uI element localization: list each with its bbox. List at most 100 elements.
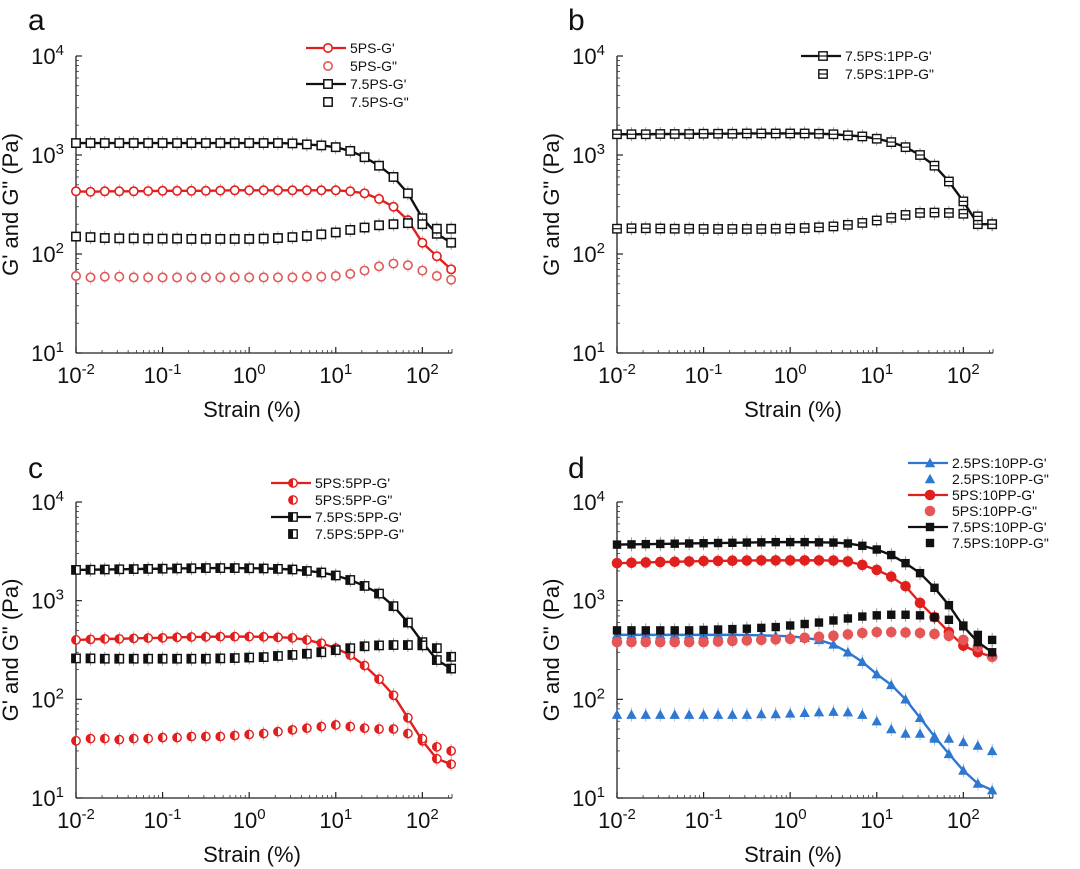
data-point — [699, 539, 708, 548]
data-point — [359, 188, 370, 199]
data-point — [757, 538, 766, 547]
data-point — [655, 709, 666, 719]
series-7.5ps-1pp-g — [612, 126, 998, 232]
legend-label: 7.5PS:5PP-G' — [315, 509, 402, 525]
data-point — [229, 272, 240, 283]
data-point — [446, 237, 457, 248]
data-point — [157, 272, 168, 283]
legend-label: 5PS:5PP-G" — [315, 492, 392, 508]
data-point — [771, 537, 780, 547]
data-point — [417, 640, 428, 651]
data-point — [258, 272, 269, 283]
data-point — [842, 629, 854, 640]
data-point — [655, 223, 666, 234]
y-axis-label: G' and G" (Pa) — [539, 133, 564, 276]
legend-item: 5PS:10PP-G' — [908, 487, 1035, 503]
data-point — [301, 271, 312, 282]
data-point — [698, 636, 709, 648]
data-point — [186, 632, 197, 642]
data-point — [871, 668, 882, 679]
data-point — [785, 128, 796, 139]
data-point — [627, 626, 636, 635]
data-point — [728, 624, 737, 634]
data-point — [669, 129, 680, 139]
data-point — [359, 660, 370, 671]
panel-label: a — [28, 4, 45, 37]
data-point — [727, 709, 738, 719]
series-7.5ps-5pp-g — [71, 561, 457, 676]
data-point — [843, 614, 853, 623]
data-point — [403, 728, 413, 739]
data-point — [914, 597, 926, 609]
data-point — [741, 224, 752, 234]
data-point — [669, 223, 680, 234]
y-tick-label: 103 — [31, 141, 64, 168]
data-point — [258, 631, 269, 642]
data-point — [431, 223, 442, 234]
legend-label: 5PS:10PP-G' — [952, 487, 1035, 503]
data-point — [987, 635, 997, 645]
data-point — [244, 233, 255, 244]
data-point — [683, 709, 695, 719]
legend-item: 7.5PS:1PP-G' — [801, 48, 932, 64]
data-point — [157, 732, 168, 743]
data-point — [229, 631, 240, 642]
series-7.5ps-g — [71, 216, 457, 246]
data-point — [316, 271, 327, 282]
data-point — [200, 138, 211, 149]
series-7.5ps-g — [71, 136, 457, 250]
data-point — [374, 588, 384, 599]
data-point — [727, 128, 738, 139]
data-point — [330, 270, 341, 281]
data-point — [258, 138, 269, 149]
legend-item: 7.5PS:5PP-G" — [288, 526, 404, 542]
data-point — [71, 653, 81, 664]
y-tick-label: 103 — [572, 587, 605, 614]
data-point — [741, 128, 752, 139]
data-point — [886, 723, 897, 734]
y-tick-label: 101 — [572, 339, 605, 366]
data-point — [842, 556, 854, 567]
panel-label: c — [28, 452, 43, 485]
data-point — [186, 731, 197, 742]
data-point — [316, 185, 327, 196]
data-point — [669, 556, 681, 568]
data-point — [770, 634, 782, 645]
data-point — [929, 160, 940, 171]
data-point — [272, 185, 283, 196]
legend-item: 7.5PS-G' — [306, 76, 406, 92]
data-point — [301, 723, 312, 734]
data-point — [799, 555, 810, 566]
data-point — [640, 709, 651, 719]
legend-item: 2.5PS:10PP-G" — [924, 471, 1049, 487]
legend-item: 7.5PS:5PP-G' — [271, 509, 402, 525]
data-point — [929, 207, 940, 218]
data-point — [402, 260, 413, 271]
legend: 5PS:5PP-G'5PS:5PP-G"7.5PS:5PP-G'7.5PS:5P… — [271, 475, 404, 542]
data-point — [611, 636, 623, 648]
data-point — [114, 233, 125, 244]
data-point — [330, 720, 341, 730]
data-point — [943, 733, 955, 743]
data-point — [828, 555, 839, 566]
data-point — [727, 635, 738, 647]
panel-c: c 10-2 10-1 100 101 102 101 102 103 104 Strain (%)… — [0, 452, 457, 867]
data-point — [626, 223, 637, 234]
data-point — [114, 186, 125, 197]
series-2.5ps-10pp-g — [611, 704, 998, 758]
data-point — [330, 185, 341, 196]
data-point — [316, 647, 327, 658]
data-point — [654, 636, 666, 648]
data-point — [814, 538, 824, 547]
data-point — [71, 231, 81, 242]
data-point — [699, 625, 708, 635]
data-point — [388, 690, 399, 701]
data-point — [229, 730, 240, 741]
data-point — [683, 556, 695, 567]
data-point — [301, 566, 312, 576]
data-point — [316, 229, 327, 240]
data-point — [900, 694, 911, 704]
data-point — [85, 138, 96, 149]
data-point — [611, 709, 623, 719]
data-point — [785, 537, 795, 547]
